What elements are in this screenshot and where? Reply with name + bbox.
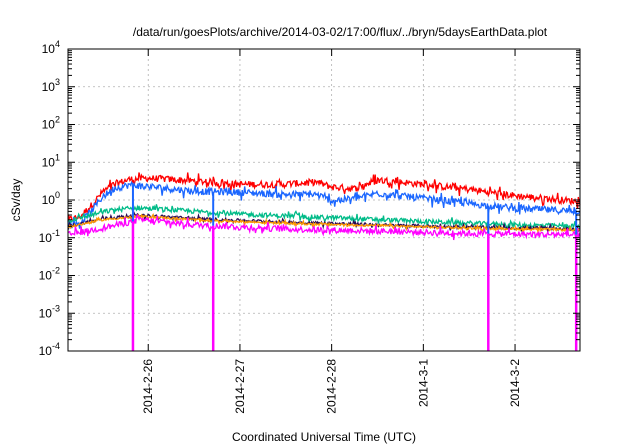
- series-line-2: [67, 204, 581, 231]
- y-tick-label: 103: [42, 77, 60, 94]
- x-tick-label: 2014-2-27: [233, 359, 247, 414]
- y-axis-label: cSv/day: [9, 179, 23, 222]
- y-tick-label: 102: [42, 115, 60, 132]
- series-line-4: [67, 212, 581, 234]
- x-tick-label: 2014-2-28: [325, 359, 339, 414]
- y-tick-label: 101: [42, 152, 60, 169]
- chart-title: /data/run/goesPlots/archive/2014-03-02/1…: [133, 25, 548, 39]
- x-tick-label: 2014-3-2: [508, 359, 522, 407]
- x-axis-label: Coordinated Universal Time (UTC): [232, 430, 416, 444]
- series-line-1: [67, 180, 581, 229]
- y-tick-label: 100: [42, 190, 60, 207]
- y-tick-label: 10-4: [39, 341, 60, 358]
- ticks: 10-4 10-3 10-2 10-1 100 101 102 103 104 2014-2-26…: [39, 39, 580, 414]
- y-tick-label: 10-1: [39, 228, 60, 245]
- series-layer: [67, 172, 581, 351]
- x-tick-label: 2014-3-1: [416, 359, 430, 407]
- y-tick-label: 10-3: [39, 303, 60, 320]
- grid: [68, 49, 580, 351]
- y-tick-label: 104: [42, 39, 60, 56]
- series-line-5: [67, 213, 581, 241]
- x-tick-label: 2014-2-26: [141, 359, 155, 414]
- series-line-0: [67, 172, 581, 222]
- y-tick-label: 10-2: [39, 266, 60, 283]
